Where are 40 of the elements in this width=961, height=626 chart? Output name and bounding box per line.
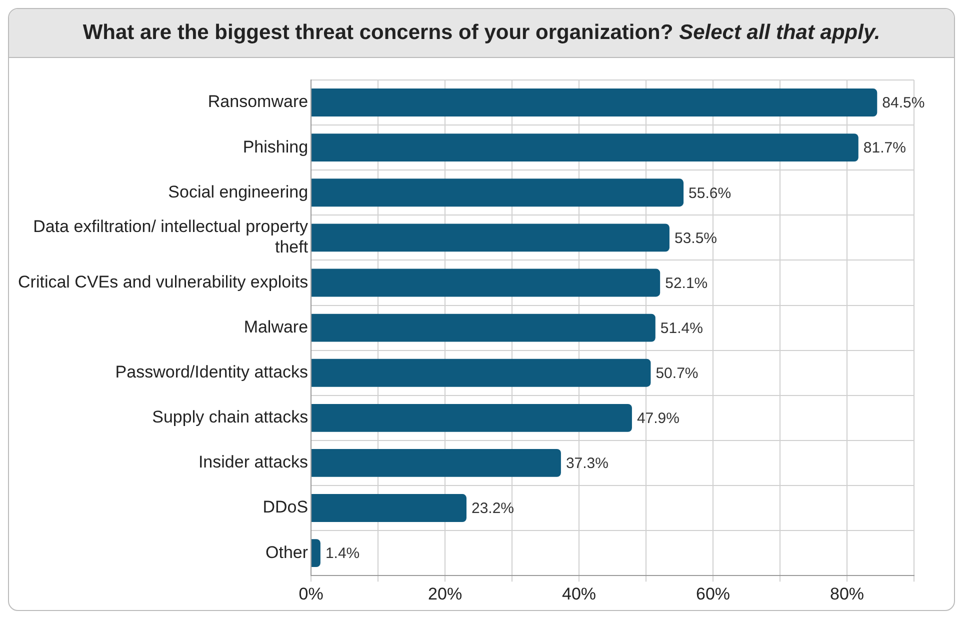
bar — [312, 314, 656, 342]
data-label: 81.7% — [863, 140, 906, 157]
y-tick-label: Phishing — [242, 137, 308, 156]
x-tick-label: 60% — [696, 584, 730, 604]
bar — [312, 494, 466, 522]
y-tick-label: DDoS — [262, 498, 308, 517]
bar — [312, 448, 561, 477]
y-tick-label: Data exfiltration/ intellectual property theft — [33, 217, 309, 257]
x-tick-label: 40% — [562, 584, 596, 604]
y-tick-label: Supply chain attacks — [152, 408, 308, 427]
y-tick-label: Malware — [244, 317, 308, 336]
data-label: 84.5% — [882, 94, 925, 112]
y-tick-label: Password/Identity attacks — [115, 362, 308, 382]
x-tick-label: 80% — [830, 584, 864, 604]
x-tick-label: 20% — [428, 584, 462, 604]
data-label: 55.6% — [688, 184, 732, 202]
data-label: 50.7% — [656, 364, 698, 382]
data-label: 1.4% — [325, 545, 360, 562]
y-tick-label: Ransomware — [208, 92, 308, 112]
y-tick-label: Critical CVEs and vulnerability exploits — [18, 272, 308, 292]
bar — [312, 88, 878, 116]
y-tick-label: Insider attacks — [198, 452, 308, 472]
data-label: 52.1% — [665, 274, 708, 292]
bar — [312, 539, 320, 568]
data-label: 47.9% — [636, 410, 680, 428]
y-tick-label: Other — [266, 542, 308, 562]
x-tick-label: 0% — [298, 584, 324, 604]
bar — [312, 404, 632, 432]
data-label: 51.4% — [660, 320, 703, 337]
data-label: 53.5% — [674, 230, 718, 247]
chart-title: What are the biggest threat concerns of your organization? — [82, 21, 674, 44]
y-tick-label: Social engineering — [168, 182, 308, 202]
bar — [312, 268, 660, 297]
bar — [312, 178, 684, 207]
bar — [312, 134, 858, 162]
chart-subtitle: Select all that apply. — [679, 21, 880, 44]
data-label: 23.2% — [471, 500, 514, 518]
bar — [312, 358, 651, 387]
bar — [312, 224, 670, 252]
data-label: 37.3% — [566, 455, 608, 472]
